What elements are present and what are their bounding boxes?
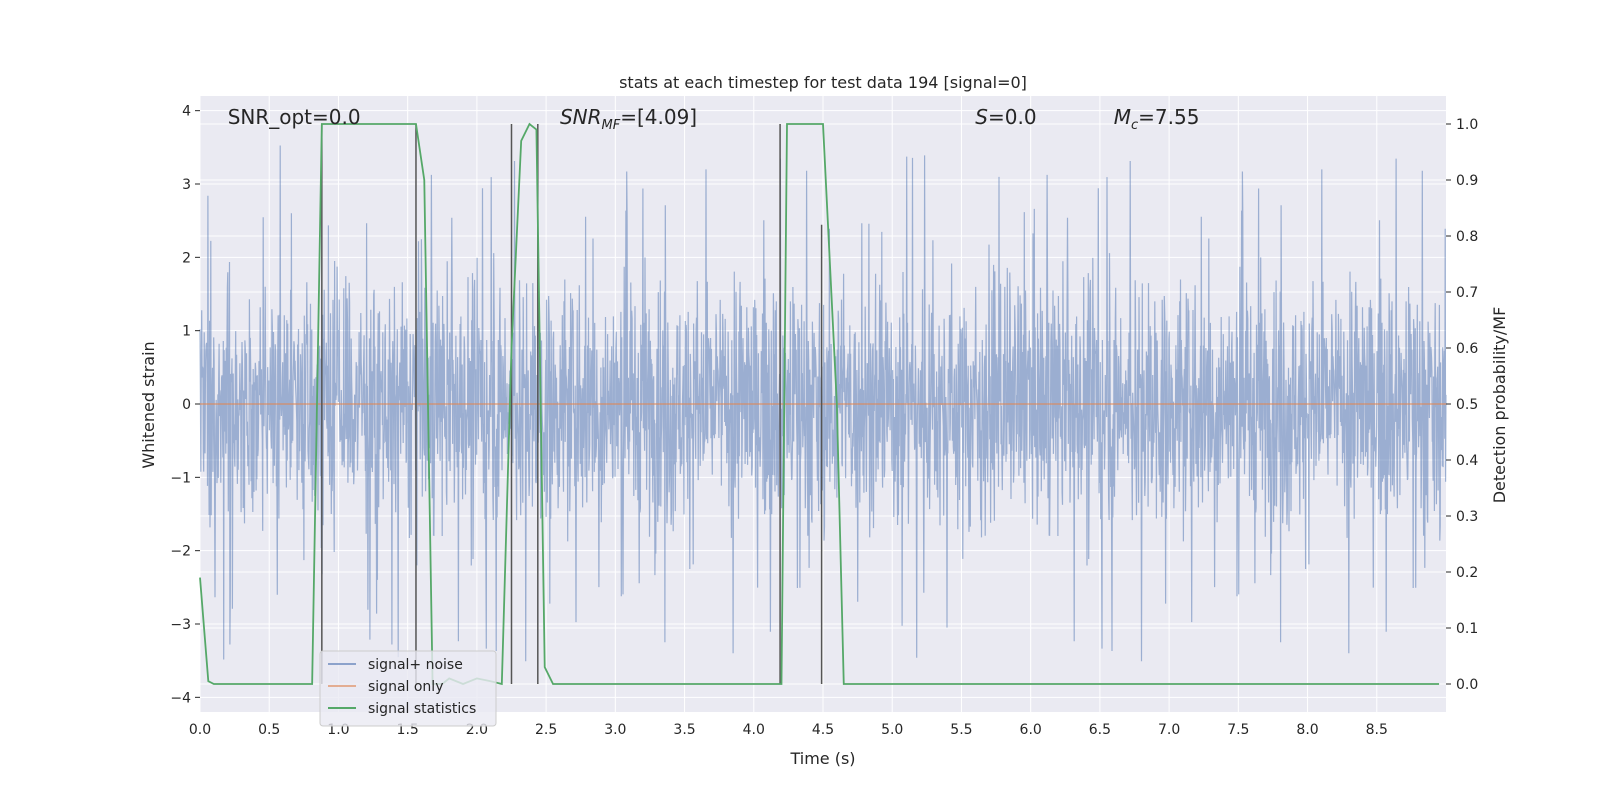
x-ticks: 0.0 0.5 1.0 1.5 2.0 2.5 3.0 3.5 4.0 4.5 5.0 5.5 6.0 6…: [189, 722, 1388, 738]
x-tick-label: 8.5: [1366, 722, 1388, 738]
y2-tick-label: 0.5: [1456, 397, 1478, 413]
x-tick-label: 5.0: [881, 722, 903, 738]
y-tick-label: 4: [182, 104, 191, 120]
x-tick-label: 4.5: [812, 722, 834, 738]
y2-tick-label: 0.2: [1456, 565, 1478, 581]
x-tick-label: 7.5: [1227, 722, 1249, 738]
x-tick-label: 6.5: [1089, 722, 1111, 738]
y2-ticks: 0.0 0.1 0.2 0.3 0.4 0.5 0.6 0.7 0.8 0.9 1.0: [1446, 117, 1478, 693]
annotations: SNR_opt=0.0 SNRMF=[4.09] S=0.0 Mc=7.55: [228, 105, 1200, 133]
statistics-series: [199, 122, 1440, 686]
x-tick-label: 0.5: [258, 722, 280, 738]
y-axis-label: Whitened strain: [139, 341, 158, 468]
legend-label-noise: signal+ noise: [368, 657, 463, 673]
y2-tick-label: 0.0: [1456, 677, 1478, 693]
annotation-text: Mc=7.55: [1114, 105, 1200, 133]
y-ticks: −4 −3 −2 −1 0 1 2 3 4: [170, 104, 200, 706]
x-axis-label: Time (s): [789, 749, 855, 768]
y2-tick-label: 0.4: [1456, 453, 1478, 469]
y-tick-label: 3: [182, 177, 191, 193]
y2-tick-label: 0.9: [1456, 173, 1478, 189]
legend-box: [319, 650, 497, 727]
y-tick-label: 0: [182, 397, 191, 413]
x-tick-label: 2.5: [535, 722, 557, 738]
y-tick-label: 1: [182, 324, 191, 340]
x-tick-label: 6.0: [1020, 722, 1042, 738]
annotation-text: SNR_opt=0.0: [228, 105, 361, 129]
annotation-text: S=0.0: [975, 105, 1036, 129]
x-tick-label: 8.0: [1296, 722, 1318, 738]
vertical-markers: [321, 124, 823, 684]
y2-axis-label: Detection probability/MF: [1490, 307, 1509, 504]
y2-tick-label: 0.7: [1456, 285, 1478, 301]
legend-label-statistics: signal statistics: [368, 701, 476, 717]
y-tick-label: −3: [170, 617, 191, 633]
statistics-line: [199, 122, 1440, 686]
x-tick-label: 7.0: [1158, 722, 1180, 738]
y2-tick-label: 0.8: [1456, 229, 1478, 245]
annotation-text: SNRMF=[4.09]: [560, 105, 697, 133]
y2-tick-label: 1.0: [1456, 117, 1478, 133]
x-tick-label: 3.0: [604, 722, 626, 738]
legend: signal+ noise signal only signal statist…: [319, 650, 497, 727]
y-tick-label: −2: [170, 544, 191, 560]
noise-line: [199, 145, 1447, 662]
y2-tick-label: 0.3: [1456, 509, 1478, 525]
chart-title: stats at each timestep for test data 194…: [619, 73, 1027, 92]
x-tick-label: 5.5: [950, 722, 972, 738]
y2-tick-label: 0.6: [1456, 341, 1478, 357]
y-tick-label: −1: [170, 470, 191, 486]
y2-tick-label: 0.1: [1456, 621, 1478, 637]
legend-label-signal: signal only: [368, 679, 443, 695]
x-tick-label: 0.0: [189, 722, 211, 738]
y-tick-label: −4: [170, 690, 191, 706]
x-tick-label: 4.0: [743, 722, 765, 738]
x-tick-label: 3.5: [673, 722, 695, 738]
noise-series: [199, 145, 1447, 662]
y-tick-label: 2: [182, 250, 191, 266]
